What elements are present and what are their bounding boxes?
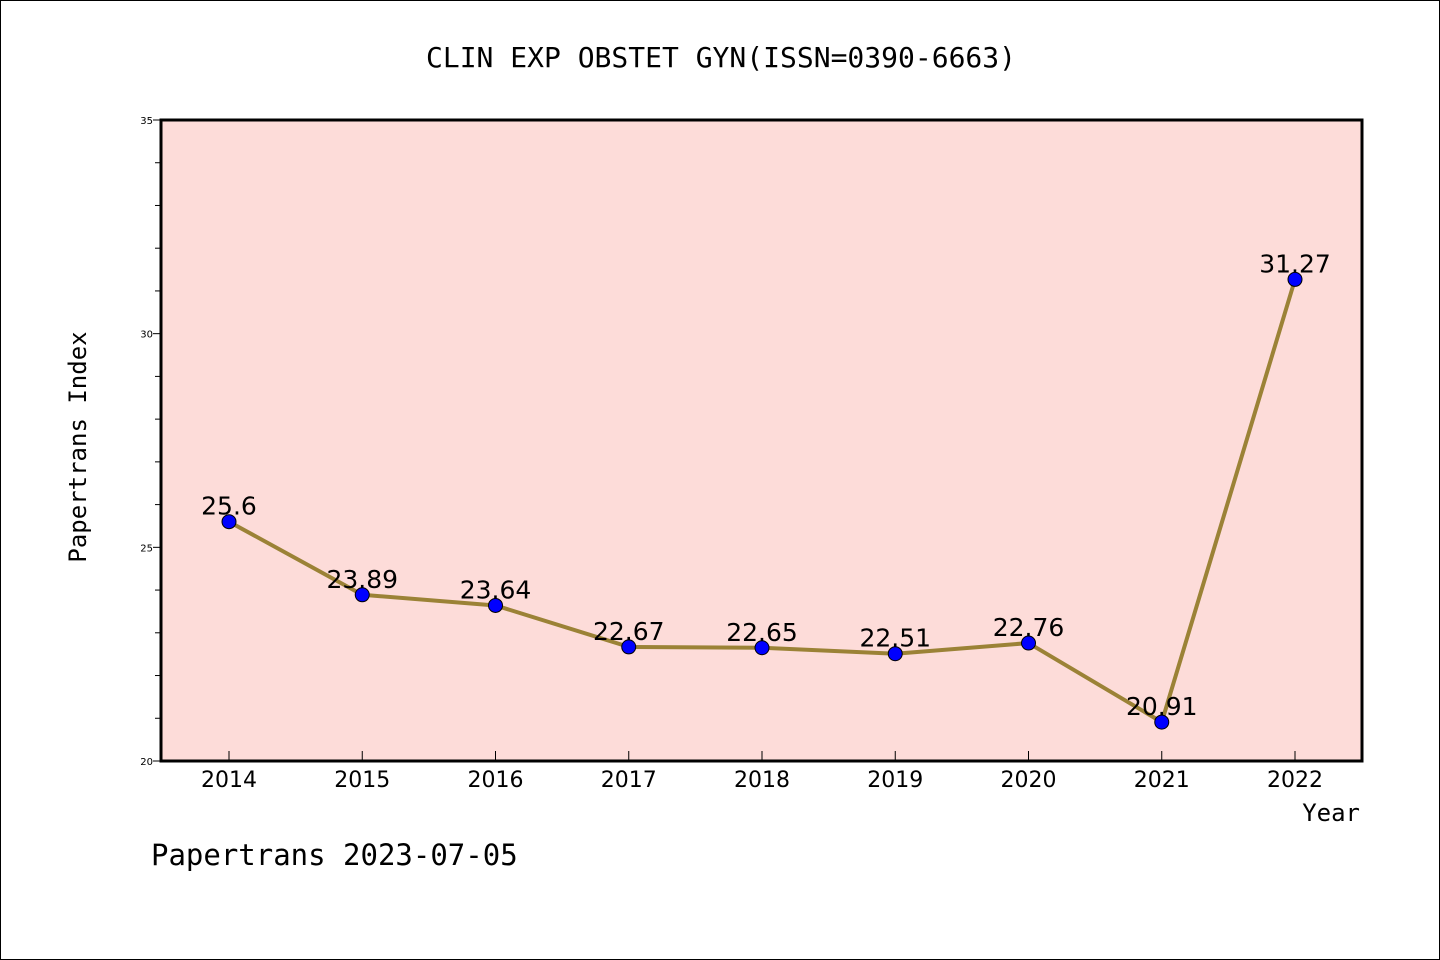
x-tick-label: 2017	[601, 768, 657, 793]
data-point	[754, 640, 770, 656]
data-point	[887, 646, 903, 662]
series-layer: 25.6 23.89 23.64 22.67 22.65 22.51 22.76 20.91 3…	[201, 249, 1331, 730]
data-label: 23.64	[460, 575, 532, 604]
data-point	[488, 597, 503, 613]
x-tick-label: 2014	[201, 768, 257, 793]
data-point	[221, 514, 237, 530]
x-tick-label: 2018	[734, 768, 790, 793]
y-tick-labels: 20 25 30 35	[140, 116, 153, 768]
x-tick-label: 2015	[334, 768, 390, 793]
y-tick-label: 25	[140, 543, 153, 554]
data-label: 22.65	[726, 618, 798, 647]
y-axis-label: Papertrans Index	[64, 331, 92, 562]
chart-title: CLIN EXP OBSTET GYN(ISSN=0390-6663)	[426, 41, 1016, 74]
y-tick-label: 20	[140, 757, 153, 768]
x-tick-label: 2016	[468, 768, 524, 793]
x-tick-label: 2022	[1267, 768, 1323, 793]
y-tick-label: 30	[140, 330, 153, 341]
x-tick-label: 2021	[1134, 768, 1190, 793]
y-tick-label: 35	[140, 116, 153, 127]
plot-border	[159, 118, 1364, 763]
footer-text: Papertrans 2023-07-05	[151, 838, 518, 872]
data-point	[1287, 271, 1303, 287]
data-point	[1154, 714, 1170, 730]
data-label: 20.91	[1126, 692, 1198, 721]
data-point	[1021, 635, 1036, 651]
data-label: 23.89	[326, 565, 398, 594]
data-point	[354, 587, 370, 603]
data-label: 22.76	[993, 613, 1065, 642]
x-axis-label: Year	[1302, 799, 1360, 827]
data-point	[621, 639, 637, 655]
data-label: 31.27	[1259, 249, 1331, 278]
data-label: 25.6	[201, 492, 257, 521]
data-label: 22.67	[593, 617, 665, 646]
x-tick-label: 2019	[867, 768, 923, 793]
x-tick-label: 2020	[1001, 768, 1057, 793]
data-label: 22.51	[859, 624, 931, 653]
plot-area	[161, 120, 1362, 761]
x-ticks: 2014 2015 2016 2017 2018 2019 2020 2021 2022	[201, 751, 1323, 793]
